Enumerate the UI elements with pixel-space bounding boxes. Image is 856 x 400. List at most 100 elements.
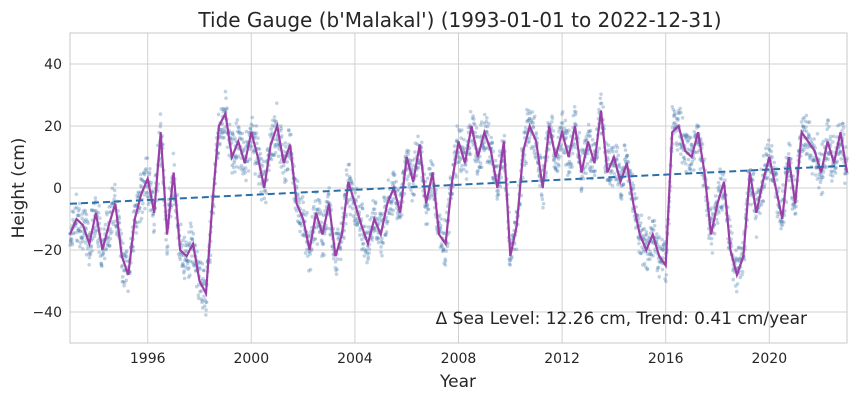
- data-point: [140, 210, 145, 215]
- data-point: [332, 256, 336, 261]
- data-point: [811, 155, 816, 160]
- data-point: [349, 179, 354, 183]
- data-point: [671, 122, 676, 126]
- data-point: [330, 244, 334, 249]
- data-point: [73, 206, 77, 211]
- data-point: [678, 142, 682, 146]
- y-tick-label: −40: [32, 305, 62, 321]
- data-point: [474, 159, 478, 164]
- data-point: [693, 134, 697, 138]
- data-point: [555, 168, 559, 172]
- data-point: [392, 173, 396, 178]
- data-point: [302, 209, 306, 213]
- data-point: [837, 152, 841, 156]
- data-point: [80, 246, 85, 251]
- data-point: [769, 143, 774, 148]
- data-point: [94, 208, 98, 213]
- data-point: [316, 197, 320, 202]
- data-point: [123, 255, 128, 259]
- data-point: [501, 164, 505, 169]
- data-point: [495, 189, 499, 193]
- data-point: [281, 163, 286, 168]
- data-point: [689, 162, 694, 166]
- data-point: [259, 190, 263, 194]
- data-point: [424, 210, 429, 215]
- data-point: [425, 203, 430, 208]
- data-point: [241, 171, 245, 176]
- data-point: [376, 236, 381, 241]
- data-point: [583, 165, 588, 169]
- data-point: [79, 235, 83, 239]
- data-point: [631, 183, 636, 188]
- data-point: [257, 147, 262, 151]
- data-point: [803, 119, 808, 124]
- data-point: [97, 250, 101, 255]
- data-point: [183, 258, 187, 262]
- data-point: [833, 171, 838, 175]
- data-point: [278, 124, 283, 128]
- data-point: [81, 239, 85, 244]
- y-tick-labels: −40 −20 0 20 40: [32, 57, 62, 321]
- data-point: [747, 169, 752, 173]
- data-point: [475, 134, 480, 139]
- data-point: [231, 133, 235, 137]
- data-point: [104, 247, 109, 251]
- data-point: [87, 252, 91, 256]
- data-point: [486, 133, 490, 137]
- data-point: [776, 212, 781, 216]
- data-point: [688, 166, 692, 171]
- data-point: [625, 159, 630, 164]
- data-point: [620, 193, 624, 198]
- data-point: [383, 199, 387, 203]
- data-point: [682, 158, 687, 163]
- data-point: [455, 138, 459, 143]
- data-point: [466, 125, 471, 130]
- data-point: [444, 249, 448, 253]
- data-point: [356, 221, 360, 225]
- data-point: [300, 195, 305, 199]
- data-point: [609, 168, 613, 173]
- data-point: [92, 234, 97, 239]
- x-tick-label: 2004: [337, 351, 373, 367]
- data-point: [88, 252, 93, 257]
- x-tick-label: 2000: [233, 351, 269, 367]
- data-point: [368, 218, 372, 222]
- data-point: [579, 186, 584, 191]
- data-point: [560, 121, 565, 125]
- data-point: [487, 159, 492, 164]
- data-point: [321, 241, 326, 246]
- data-point: [172, 163, 177, 167]
- data-point: [283, 177, 287, 181]
- data-point: [243, 166, 248, 170]
- data-point: [353, 222, 357, 226]
- data-point: [256, 136, 260, 140]
- data-point: [585, 162, 590, 166]
- data-point: [76, 213, 81, 218]
- data-point: [526, 118, 530, 123]
- data-point: [532, 116, 536, 121]
- data-point: [83, 210, 87, 215]
- data-point: [670, 105, 675, 109]
- data-point: [135, 196, 140, 200]
- data-point: [77, 228, 81, 233]
- data-point: [273, 145, 277, 149]
- data-point: [792, 177, 797, 182]
- data-point: [477, 165, 482, 170]
- data-point: [397, 214, 402, 219]
- data-point: [367, 251, 371, 255]
- data-point: [261, 159, 266, 164]
- chart-title: Tide Gauge (b'Malakal') (1993-01-01 to 2…: [197, 8, 721, 32]
- data-point: [112, 197, 116, 201]
- data-point: [204, 300, 208, 304]
- data-point: [360, 242, 365, 246]
- data-point: [694, 125, 699, 130]
- data-point: [780, 223, 785, 227]
- data-point: [333, 260, 338, 264]
- data-point: [379, 245, 383, 249]
- data-point: [407, 182, 412, 186]
- data-point: [773, 171, 777, 175]
- data-point: [96, 244, 101, 249]
- data-point: [259, 157, 264, 161]
- data-point: [483, 124, 488, 129]
- data-point: [522, 130, 526, 135]
